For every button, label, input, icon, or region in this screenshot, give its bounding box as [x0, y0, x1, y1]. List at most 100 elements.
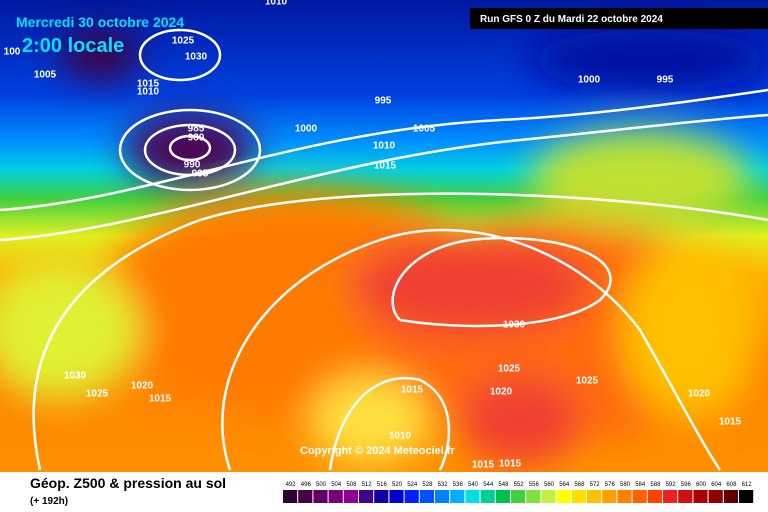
scale-label: 604 [711, 482, 722, 488]
run-info: Run GFS 0 Z du Mardi 22 octobre 2024 [480, 14, 663, 25]
scale-label: 492 [286, 482, 297, 488]
isobar-label: 1025 [86, 389, 109, 400]
isobar-label: 1005 [34, 70, 57, 81]
isobar-label: 1025 [498, 364, 521, 375]
scale-label: 540 [468, 482, 479, 488]
scale-swatch [359, 490, 374, 503]
scale-swatch [693, 490, 708, 503]
scale-label: 528 [422, 482, 433, 488]
scale-swatch [419, 490, 434, 503]
isobar-label: 995 [192, 169, 209, 180]
isobar-label: 1010 [373, 141, 396, 152]
scale-swatch [632, 490, 647, 503]
isobar-label: 1020 [688, 389, 711, 400]
scale-label: 596 [681, 482, 692, 488]
scale-label: 600 [696, 482, 707, 488]
scale-label: 548 [498, 482, 509, 488]
scale-swatch [313, 490, 328, 503]
scale-label: 584 [635, 482, 646, 488]
isobar-label: 1015 [401, 385, 424, 396]
scale-label: 592 [666, 482, 677, 488]
scale-swatch [739, 490, 754, 503]
scale-label: 524 [407, 482, 418, 488]
scale-label: 532 [438, 482, 449, 488]
isobar-label: 1010 [389, 431, 412, 442]
scale-label: 556 [529, 482, 540, 488]
copyright: Copyright © 2024 Meteociel.fr [300, 445, 456, 457]
isobar-label: 1010 [137, 87, 160, 98]
scale-swatch [556, 490, 571, 503]
scale-label: 496 [301, 482, 312, 488]
isobar-label: 1015 [719, 417, 742, 428]
isobar-label: 1015 [374, 161, 397, 172]
scale-swatch [526, 490, 541, 503]
scale-label: 520 [392, 482, 403, 488]
scale-label: 512 [362, 482, 373, 488]
isobar-label: 1020 [490, 387, 513, 398]
scale-swatch [374, 490, 389, 503]
footer-lead: (+ 192h) [30, 496, 68, 507]
isobar-label: 1030 [64, 371, 87, 382]
isobar-label: 1015 [137, 79, 160, 90]
scale-label: 572 [590, 482, 601, 488]
isobar-label: 1010 [265, 0, 288, 8]
color-scale: 492 496 500 504 508 512 516 520 524 528 532 536 540 5… [283, 482, 754, 503]
scale-swatch [541, 490, 556, 503]
scale-swatch [663, 490, 678, 503]
scale-swatch [678, 490, 693, 503]
scale-label: 508 [346, 482, 357, 488]
scale-label: 516 [377, 482, 388, 488]
isobar-label: 980 [188, 133, 205, 144]
scale-swatch [571, 490, 586, 503]
isobar-label: 1025 [172, 36, 195, 47]
time: 2:00 locale [22, 35, 124, 57]
scale-swatch [389, 490, 404, 503]
isobar-label: 1000 [578, 75, 601, 86]
scale-label: 588 [650, 482, 661, 488]
scale-label: 544 [483, 482, 494, 488]
isobar-label: 100 [4, 47, 21, 58]
scale-swatch [480, 490, 495, 503]
isobar-label: 1030 [503, 320, 526, 331]
footer-title: Géop. Z500 & pression au sol [30, 475, 226, 491]
scale-swatch [404, 490, 419, 503]
scale-label: 536 [453, 482, 464, 488]
scale-swatch [328, 490, 343, 503]
scale-swatch [283, 490, 298, 503]
run-box [470, 8, 768, 29]
isobar-label: 1025 [576, 376, 599, 387]
scale-swatch [343, 490, 358, 503]
isobar-label: 1015 [149, 394, 172, 405]
scale-swatch [450, 490, 465, 503]
scale-swatch [708, 490, 723, 503]
isobar-label: 1030 [185, 52, 208, 63]
isobar-label: 1020 [131, 381, 154, 392]
scale-label: 504 [331, 482, 342, 488]
scale-label: 612 [742, 482, 753, 488]
scale-swatch [511, 490, 526, 503]
scale-label: 576 [605, 482, 616, 488]
isobar-label: 990 [184, 160, 201, 171]
field [0, 0, 768, 472]
scale-label: 552 [514, 482, 525, 488]
scale-label: 560 [544, 482, 555, 488]
scale-swatch [647, 490, 662, 503]
isobar-label: 1000 [295, 124, 318, 135]
isobar-label: 995 [375, 96, 392, 107]
scale-swatch [602, 490, 617, 503]
isobar-label: 1015 [499, 459, 522, 470]
scale-swatch [617, 490, 632, 503]
scale-swatch [465, 490, 480, 503]
scale-swatch [587, 490, 602, 503]
scale-label: 608 [726, 482, 737, 488]
isobar-label: 995 [657, 75, 674, 86]
scale-swatch [495, 490, 510, 503]
isobar-label: 985 [188, 124, 205, 135]
date: Mercredi 30 octobre 2024 [16, 14, 184, 30]
isobar-label: 1005 [413, 124, 436, 135]
scale-label: 580 [620, 482, 631, 488]
scale-swatch [298, 490, 313, 503]
